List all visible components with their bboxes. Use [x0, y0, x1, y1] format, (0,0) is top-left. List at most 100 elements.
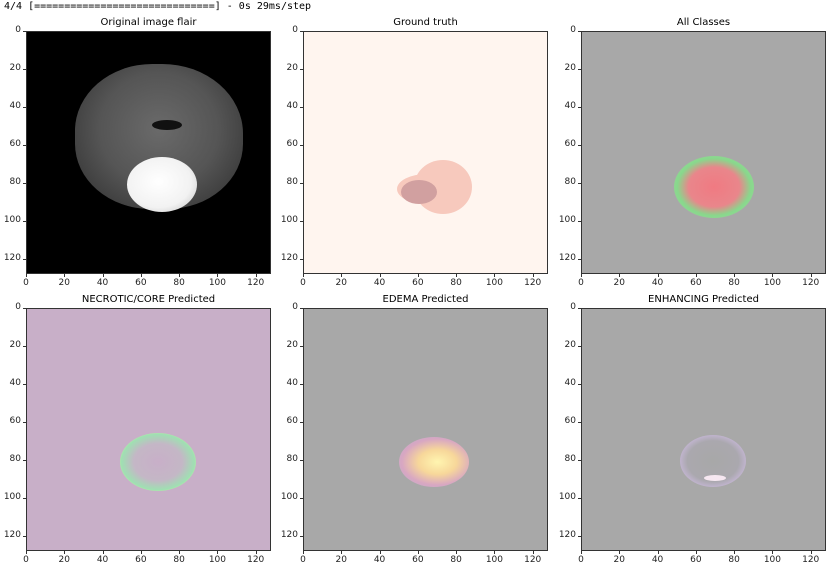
x-tick-label: 80: [173, 278, 185, 288]
x-tick-mark: [657, 274, 659, 277]
y-tick-mark: [23, 144, 26, 146]
y-tick-label: 80: [286, 453, 298, 464]
x-tick-mark: [341, 274, 343, 277]
y-tick-mark: [23, 68, 26, 70]
y-tick-label: 0: [15, 302, 21, 312]
x-tick-mark: [379, 551, 381, 554]
x-tick-label: 120: [802, 278, 820, 288]
plot-area: [303, 31, 548, 274]
x-tick-mark: [217, 274, 219, 277]
y-tick-mark: [578, 497, 581, 499]
x-tick-label: 0: [578, 555, 584, 565]
y-tick-mark: [300, 345, 303, 347]
y-tick-label: 60: [286, 415, 298, 426]
x-tick-mark: [140, 274, 142, 277]
x-tick-mark: [532, 274, 534, 277]
y-tick-mark: [578, 182, 581, 184]
y-tick-label: 80: [286, 176, 298, 187]
x-tick-label: 120: [524, 278, 542, 288]
y-tick-label: 80: [564, 176, 576, 187]
x-tick-label: 120: [802, 555, 820, 565]
edema-overlay: [674, 156, 754, 218]
x-tick-mark: [734, 274, 736, 277]
y-tick-label: 80: [9, 453, 21, 464]
x-tick-mark: [810, 551, 812, 554]
y-tick-mark: [23, 220, 26, 222]
y-tick-label: 120: [3, 529, 21, 540]
x-tick-mark: [379, 274, 381, 277]
y-tick-label: 40: [286, 100, 298, 111]
y-tick-mark: [23, 535, 26, 537]
x-tick-label: 20: [335, 278, 347, 288]
y-tick-mark: [578, 106, 581, 108]
x-tick-label: 100: [208, 278, 226, 288]
x-tick-label: 40: [373, 555, 386, 565]
x-tick-mark: [255, 551, 257, 554]
x-tick-mark: [456, 551, 458, 554]
x-tick-label: 80: [728, 278, 740, 288]
x-tick-mark: [619, 551, 621, 554]
plot-area: [26, 31, 271, 274]
x-tick-mark: [64, 551, 66, 554]
y-tick-mark: [23, 459, 26, 461]
y-tick-label: 60: [564, 138, 576, 149]
y-tick-mark: [23, 421, 26, 423]
x-tick-mark: [581, 551, 582, 554]
y-tick-label: 120: [280, 529, 298, 540]
y-tick-label: 0: [15, 25, 21, 35]
y-tick-label: 20: [9, 62, 21, 73]
x-tick-label: 120: [247, 278, 265, 288]
y-tick-mark: [578, 383, 581, 385]
y-tick-label: 40: [286, 377, 298, 388]
y-tick-label: 60: [286, 138, 298, 149]
x-tick-label: 20: [613, 278, 625, 288]
x-tick-mark: [140, 551, 142, 554]
x-tick-label: 100: [763, 278, 781, 288]
x-tick-mark: [494, 551, 496, 554]
y-tick-mark: [300, 31, 303, 32]
x-tick-mark: [772, 551, 774, 554]
y-tick-mark: [578, 308, 581, 309]
y-tick-mark: [23, 383, 26, 385]
y-tick-label: 40: [564, 377, 576, 388]
x-tick-mark: [179, 551, 181, 554]
y-tick-mark: [578, 258, 581, 260]
y-tick-label: 120: [558, 529, 576, 540]
x-tick-label: 20: [58, 278, 70, 288]
y-tick-mark: [23, 182, 26, 184]
panel-title: EDEMA Predicted: [382, 294, 469, 305]
panel-title: Ground truth: [393, 17, 458, 28]
y-tick-label: 120: [3, 252, 21, 263]
y-tick-mark: [300, 383, 303, 385]
x-tick-mark: [255, 274, 257, 277]
x-tick-label: 20: [58, 555, 70, 565]
y-tick-mark: [300, 220, 303, 222]
x-tick-label: 60: [135, 555, 147, 565]
y-tick-mark: [578, 535, 581, 537]
x-tick-label: 0: [23, 555, 29, 565]
core-ring: [120, 433, 196, 491]
y-tick-mark: [578, 144, 581, 146]
y-tick-label: 0: [292, 25, 298, 35]
plot-area: [26, 308, 271, 551]
x-tick-label: 20: [335, 555, 347, 565]
y-tick-label: 40: [564, 100, 576, 111]
y-tick-label: 100: [558, 214, 576, 225]
y-tick-label: 0: [570, 302, 576, 312]
y-tick-mark: [578, 459, 581, 461]
x-tick-mark: [494, 274, 496, 277]
x-tick-label: 40: [96, 278, 109, 288]
x-tick-label: 40: [651, 555, 664, 565]
y-tick-label: 100: [3, 214, 21, 225]
y-tick-mark: [300, 106, 303, 108]
x-tick-label: 0: [578, 278, 584, 288]
y-tick-mark: [23, 258, 26, 260]
y-tick-mark: [578, 31, 581, 32]
y-tick-label: 0: [570, 25, 576, 35]
x-tick-mark: [417, 551, 419, 554]
y-tick-mark: [300, 258, 303, 260]
y-tick-mark: [300, 497, 303, 499]
panel-title: All Classes: [676, 17, 731, 28]
x-tick-label: 0: [300, 278, 306, 288]
y-tick-mark: [300, 421, 303, 423]
